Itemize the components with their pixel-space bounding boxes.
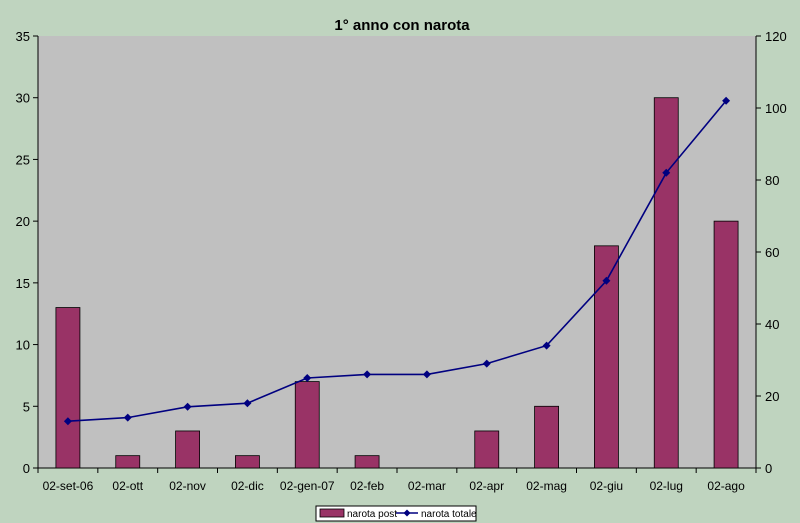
right-tick-label: 40	[765, 317, 779, 332]
x-tick-label: 02-gen-07	[280, 479, 335, 493]
bar	[653, 97, 679, 469]
x-tick-label: 02-ago	[707, 479, 745, 493]
right-y-axis: 0 20 40 60 80 100 120	[755, 29, 787, 476]
x-tick-label: 02-ott	[112, 479, 143, 493]
line-point	[722, 96, 731, 105]
left-tick-label: 5	[23, 399, 30, 414]
bar	[55, 307, 81, 469]
x-tick-label: 02-nov	[169, 479, 206, 493]
plot-area	[38, 36, 756, 468]
left-tick-label: 10	[16, 338, 30, 353]
line-point	[422, 370, 431, 379]
left-tick-label: 35	[16, 29, 30, 44]
bar	[354, 455, 380, 469]
bar	[175, 430, 200, 469]
left-y-axis: 0 5 10 15 20 25 30 35	[16, 29, 39, 476]
right-tick-label: 100	[765, 101, 787, 116]
x-tick-label: 02-mar	[408, 479, 446, 493]
legend-bar-swatch	[319, 508, 345, 518]
x-tick-label: 02-giu	[590, 479, 623, 493]
legend-line-label: narota totale	[421, 509, 477, 520]
x-tick-label: 02-dic	[231, 479, 264, 493]
left-tick-label: 30	[16, 91, 30, 106]
line-point	[482, 359, 491, 368]
line-point	[303, 374, 312, 382]
chart-title: 1° anno con narota	[334, 17, 470, 34]
right-tick-label: 0	[765, 461, 772, 476]
x-tick-label: 02-lug	[650, 479, 683, 493]
line-point	[123, 413, 132, 422]
line-point	[243, 399, 252, 408]
line-point	[542, 341, 551, 350]
legend: narota post narota totale	[315, 505, 477, 522]
line-point	[662, 168, 671, 177]
x-tick-label: 02-apr	[469, 479, 504, 493]
bar	[534, 405, 559, 469]
x-tick-label: 02-set-06	[43, 479, 94, 493]
left-tick-label: 0	[23, 461, 30, 476]
line-point	[363, 370, 372, 379]
x-tick-label: 02-feb	[350, 479, 384, 493]
bar	[474, 430, 500, 469]
legend-line-marker	[403, 509, 411, 517]
right-tick-label: 80	[765, 173, 779, 188]
legend-bar-label: narota post	[347, 509, 397, 520]
line-point	[602, 276, 611, 285]
left-tick-label: 20	[16, 214, 30, 229]
left-tick-label: 15	[16, 276, 30, 291]
bar	[235, 455, 260, 469]
bar	[294, 381, 320, 469]
line-point	[63, 417, 72, 426]
bar	[115, 455, 141, 469]
x-tick-label: 02-mag	[526, 479, 567, 493]
line-point	[183, 402, 192, 411]
line-series	[63, 96, 731, 426]
right-tick-label: 120	[765, 29, 787, 44]
right-tick-label: 60	[765, 245, 779, 260]
left-tick-label: 25	[16, 152, 30, 167]
bar-series	[55, 97, 739, 469]
series-line	[67, 100, 727, 422]
x-axis: 02-set-06 02-ott 02-nov 02-dic 02-gen-07 02-f…	[37, 467, 757, 493]
bar	[713, 220, 739, 469]
right-tick-label: 20	[765, 389, 779, 404]
